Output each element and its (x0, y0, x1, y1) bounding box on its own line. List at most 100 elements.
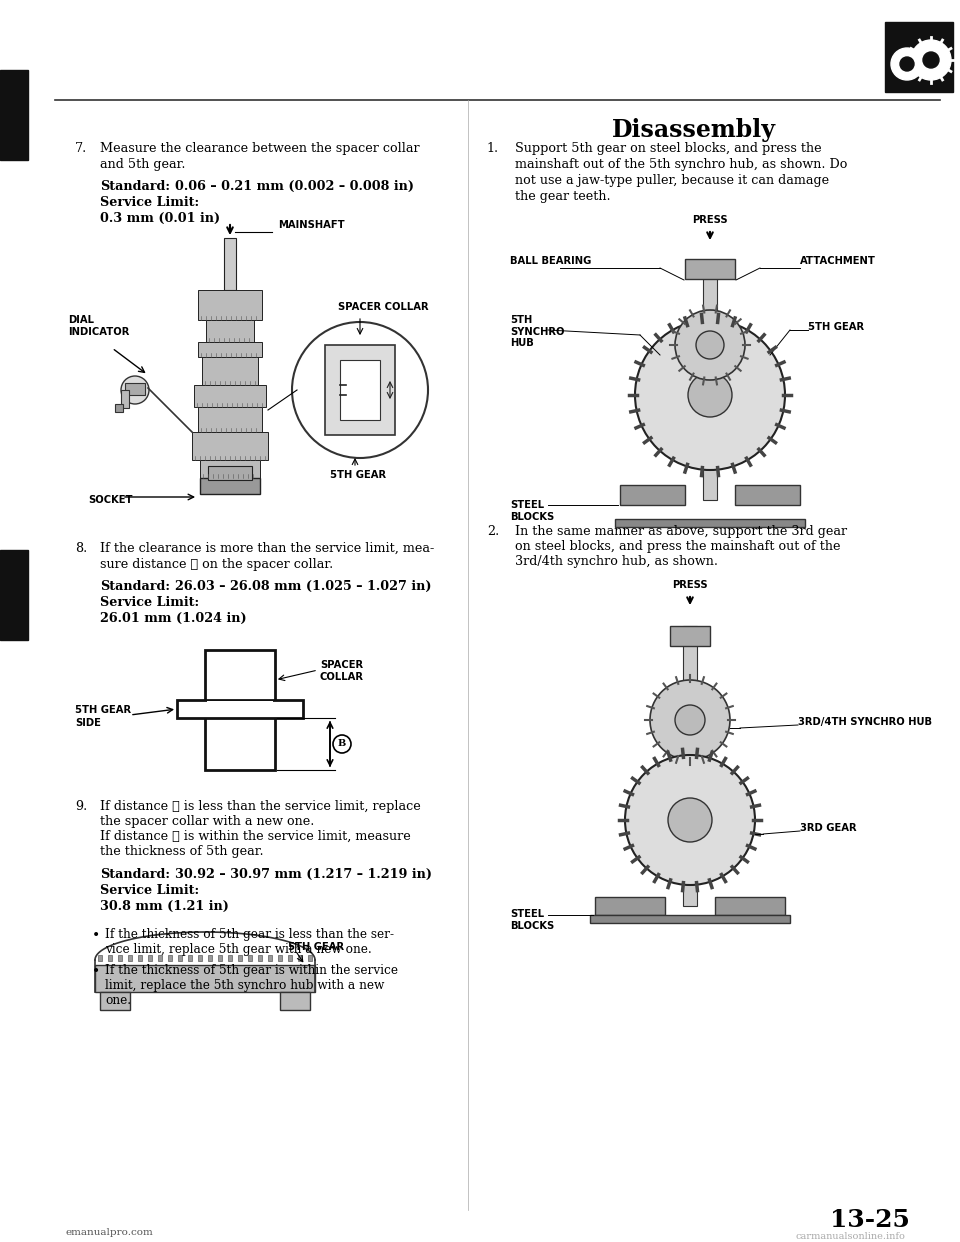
Text: Service Limit:: Service Limit: (100, 596, 199, 609)
Bar (620, 484, 685, 505)
Text: sure distance Ⓑ on the spacer collar.: sure distance Ⓑ on the spacer collar. (100, 558, 333, 571)
Bar (188, 955, 192, 961)
Text: Support 5th gear on steel blocks, and press the: Support 5th gear on steel blocks, and pr… (515, 142, 822, 155)
Text: Service Limit:: Service Limit: (100, 884, 199, 897)
Text: one.: one. (105, 994, 132, 1007)
Text: PRESS: PRESS (672, 580, 708, 590)
Bar (590, 915, 790, 923)
Bar (615, 519, 805, 527)
Text: 0.3 mm (0.01 in): 0.3 mm (0.01 in) (100, 212, 220, 225)
Bar (325, 345, 395, 435)
Text: on steel blocks, and press the mainshaft out of the: on steel blocks, and press the mainshaft… (515, 540, 841, 553)
Bar (100, 992, 130, 1010)
Bar (238, 955, 242, 961)
Bar (885, 22, 953, 92)
Text: 5TH GEAR: 5TH GEAR (75, 705, 132, 715)
Text: Standard:: Standard: (100, 580, 170, 592)
Bar (177, 700, 303, 718)
Bar (192, 432, 268, 460)
Bar (683, 626, 697, 905)
Circle shape (650, 681, 730, 760)
Text: 5TH GEAR: 5TH GEAR (808, 322, 864, 332)
Circle shape (911, 40, 951, 79)
Bar (715, 897, 785, 915)
Bar (121, 390, 129, 409)
Circle shape (668, 799, 712, 842)
Bar (206, 320, 254, 342)
Circle shape (891, 48, 923, 79)
Bar (128, 955, 132, 961)
Text: BALL BEARING: BALL BEARING (510, 256, 591, 266)
Text: 26.03 – 26.08 mm (1.025 – 1.027 in): 26.03 – 26.08 mm (1.025 – 1.027 in) (175, 580, 431, 592)
Text: mainshaft out of the 5th synchro hub, as shown. Do: mainshaft out of the 5th synchro hub, as… (515, 158, 848, 171)
Circle shape (675, 310, 745, 380)
Text: Disassembly: Disassembly (612, 118, 776, 142)
Text: If the clearance is more than the service limit, mea-: If the clearance is more than the servic… (100, 542, 434, 555)
Text: emanualpro.com: emanualpro.com (65, 1228, 153, 1237)
Text: SOCKET: SOCKET (88, 496, 132, 505)
Text: not use a jaw-type puller, because it can damage: not use a jaw-type puller, because it ca… (515, 174, 829, 188)
Bar (118, 955, 122, 961)
Bar (198, 289, 262, 320)
Circle shape (688, 373, 732, 417)
Text: PRESS: PRESS (692, 215, 728, 225)
Text: •: • (92, 964, 100, 977)
Text: If distance Ⓑ is within the service limit, measure: If distance Ⓑ is within the service limi… (100, 830, 411, 843)
Text: carmanualsonline.info: carmanualsonline.info (795, 1232, 905, 1241)
Bar (207, 700, 273, 717)
Bar (0, 550, 28, 640)
Text: ATTACHMENT: ATTACHMENT (800, 256, 876, 266)
Text: 9.: 9. (75, 800, 87, 814)
Bar (258, 955, 262, 961)
Text: limit, replace the 5th synchro hub with a new: limit, replace the 5th synchro hub with … (105, 979, 384, 992)
Text: 5TH GEAR: 5TH GEAR (288, 941, 344, 953)
Circle shape (121, 376, 149, 404)
Circle shape (625, 755, 755, 886)
Bar (208, 466, 252, 479)
Text: 3RD GEAR: 3RD GEAR (800, 823, 856, 833)
Text: and 5th gear.: and 5th gear. (100, 158, 185, 171)
Text: STEEL
BLOCKS: STEEL BLOCKS (510, 909, 554, 930)
Text: If the thickness of 5th gear is less than the ser-: If the thickness of 5th gear is less tha… (105, 928, 394, 941)
Text: Standard:: Standard: (100, 868, 170, 881)
Bar (670, 626, 710, 646)
Circle shape (292, 322, 428, 458)
Text: Measure the clearance between the spacer collar: Measure the clearance between the spacer… (100, 142, 420, 155)
Text: 0.06 – 0.21 mm (0.002 – 0.008 in): 0.06 – 0.21 mm (0.002 – 0.008 in) (175, 180, 414, 193)
Text: Standard:: Standard: (100, 180, 170, 193)
Bar (198, 342, 262, 356)
Text: B: B (338, 739, 347, 749)
Circle shape (923, 52, 939, 68)
Text: the thickness of 5th gear.: the thickness of 5th gear. (100, 845, 264, 858)
Text: STEEL
BLOCKS: STEEL BLOCKS (510, 501, 554, 522)
Text: 30.8 mm (1.21 in): 30.8 mm (1.21 in) (100, 900, 228, 913)
Bar (148, 955, 152, 961)
Text: SPACER: SPACER (320, 660, 363, 669)
Bar (194, 385, 266, 407)
Bar (224, 238, 236, 289)
Bar (278, 955, 282, 961)
Bar (280, 992, 310, 1010)
Bar (340, 360, 380, 420)
Circle shape (675, 705, 705, 735)
Bar (685, 260, 735, 279)
Bar (268, 955, 272, 961)
Circle shape (696, 332, 724, 359)
Text: 3rd/4th synchro hub, as shown.: 3rd/4th synchro hub, as shown. (515, 555, 718, 568)
Bar (735, 484, 800, 505)
Bar (108, 955, 112, 961)
Text: 2.: 2. (487, 525, 499, 538)
Text: 5TH
SYNCHRO
HUB: 5TH SYNCHRO HUB (510, 315, 564, 348)
Text: the spacer collar with a new one.: the spacer collar with a new one. (100, 815, 314, 828)
Text: COLLAR: COLLAR (320, 672, 364, 682)
Bar (202, 356, 258, 385)
Text: 5TH GEAR: 5TH GEAR (330, 469, 386, 479)
Text: 1.: 1. (487, 142, 499, 155)
Bar (0, 70, 28, 160)
Bar (200, 478, 260, 494)
Bar (98, 955, 102, 961)
Text: SPACER COLLAR: SPACER COLLAR (338, 302, 428, 312)
Text: vice limit, replace 5th gear with a new one.: vice limit, replace 5th gear with a new … (105, 943, 372, 956)
Text: If the thickness of 5th gear is within the service: If the thickness of 5th gear is within t… (105, 964, 398, 977)
Text: MAINSHAFT: MAINSHAFT (278, 220, 345, 230)
